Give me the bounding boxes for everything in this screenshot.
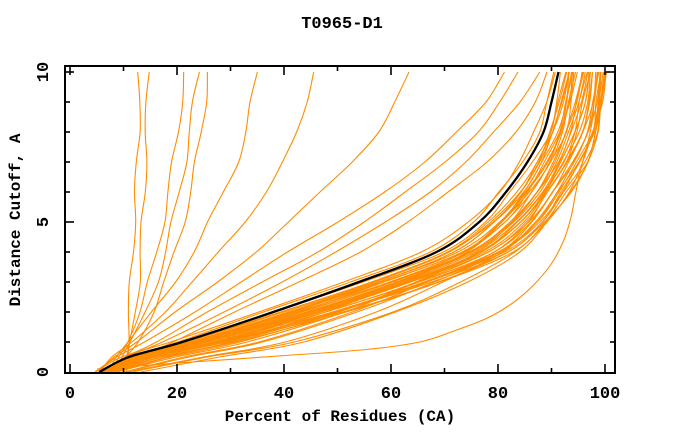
x-axis-label: Percent of Residues (CA) xyxy=(225,408,455,426)
model-curve xyxy=(124,71,594,372)
model-curve xyxy=(116,71,208,372)
model-curve xyxy=(114,71,605,372)
model-curve xyxy=(140,71,607,372)
model-curve xyxy=(94,71,505,372)
model-curve xyxy=(98,71,410,372)
model-curve xyxy=(99,71,315,372)
model-curve xyxy=(103,71,574,372)
x-tick-label: 80 xyxy=(488,385,508,404)
model-curve xyxy=(101,71,570,372)
x-tick-label: 60 xyxy=(381,385,401,404)
y-tick-label: 10 xyxy=(35,62,54,82)
model-curve xyxy=(102,71,583,372)
model-curve xyxy=(106,71,591,372)
y-tick-label: 0 xyxy=(35,367,54,377)
model-curve xyxy=(102,71,548,372)
axis-box xyxy=(64,65,616,374)
model-curve xyxy=(95,71,556,372)
x-tick-label: 20 xyxy=(167,385,187,404)
model-curve xyxy=(100,71,519,372)
model-curve xyxy=(111,71,602,372)
model-curve xyxy=(97,71,597,370)
model-curve xyxy=(100,71,541,372)
y-axis-label: Distance Cutoff, A xyxy=(7,133,25,306)
axis-ticks xyxy=(65,66,615,373)
model-curve xyxy=(105,71,590,372)
reference-curve xyxy=(98,71,560,372)
chart-title: T0965-D1 xyxy=(301,15,383,34)
model-curve xyxy=(108,71,258,372)
model-curves-group xyxy=(94,71,608,372)
x-tick-label: 40 xyxy=(274,385,294,404)
y-tick-label: 5 xyxy=(35,217,54,227)
model-curve xyxy=(100,71,555,372)
model-curve xyxy=(127,71,601,372)
reference-curve-group xyxy=(98,71,560,372)
x-tick-label: 0 xyxy=(65,385,75,404)
x-tick-label: 100 xyxy=(590,385,621,404)
model-curve xyxy=(116,71,589,372)
